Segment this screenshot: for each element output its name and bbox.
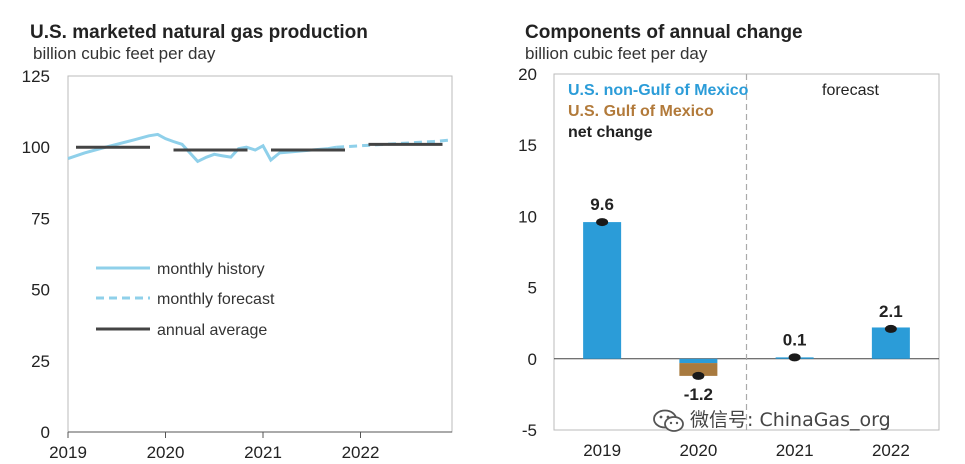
right-y-tick-label: 5: [528, 279, 537, 298]
left-x-tick-label: 2019: [49, 443, 87, 462]
left-x-tick-label: 2022: [342, 443, 380, 462]
left-y-tick-label: 0: [41, 423, 50, 442]
left-legend-label: monthly forecast: [157, 291, 275, 308]
net-change-label-2020: -1.2: [684, 385, 713, 404]
right-x-tick-label: 2021: [776, 441, 814, 460]
left-x-tick-label: 2020: [147, 443, 185, 462]
left-y-tick-label: 75: [31, 209, 50, 228]
right-chart-ylabel: billion cubic feet per day: [525, 44, 708, 63]
left-y-tick-label: 50: [31, 281, 50, 300]
bar-non-gulf-2019: [583, 222, 622, 359]
right-legend-label: U.S. Gulf of Mexico: [568, 103, 714, 120]
right-legend-label: U.S. non-Gulf of Mexico: [568, 82, 749, 99]
right-y-tick-label: 0: [528, 350, 537, 369]
left-x-tick-label: 2021: [244, 443, 282, 462]
wechat-icon: [653, 409, 684, 432]
right-chart-title: Components of annual change: [525, 22, 803, 43]
bar-gulf-2020: [679, 363, 718, 376]
net-change-marker-2019: [596, 218, 609, 227]
left-legend-label: monthly history: [157, 261, 265, 278]
left-chart-ylabel: billion cubic feet per day: [33, 44, 216, 63]
right-x-tick-label: 2022: [872, 441, 910, 460]
left-chart-title: U.S. marketed natural gas production: [30, 22, 368, 43]
net-change-label-2019: 9.6: [590, 195, 614, 214]
right-x-tick-label: 2020: [679, 441, 717, 460]
net-change-label-2021: 0.1: [783, 330, 807, 349]
forecast-label: forecast: [822, 82, 879, 99]
net-change-label-2022: 2.1: [879, 302, 903, 321]
left-y-tick-label: 125: [22, 67, 50, 86]
right-y-tick-label: -5: [522, 421, 537, 440]
left-y-tick-label: 100: [22, 138, 50, 157]
right-x-tick-label: 2019: [583, 441, 621, 460]
left-legend-label: annual average: [157, 322, 267, 339]
net-change-marker-2021: [788, 353, 801, 362]
bar-non-gulf-2020: [679, 358, 718, 364]
right-y-tick-label: 10: [518, 207, 537, 226]
net-change-marker-2022: [884, 324, 897, 333]
right-y-tick-label: 20: [518, 65, 537, 84]
monthly-forecast-line: [336, 138, 451, 149]
right-legend-label: net change: [568, 124, 653, 141]
watermark: 微信号: ChinaGas_org: [652, 405, 891, 433]
monthly-history-line: [67, 132, 337, 164]
right-y-tick-label: 15: [518, 136, 537, 155]
watermark-text: 微信号: ChinaGas_org: [690, 409, 891, 431]
left-y-tick-label: 25: [31, 352, 50, 371]
net-change-marker-2020: [692, 371, 705, 380]
